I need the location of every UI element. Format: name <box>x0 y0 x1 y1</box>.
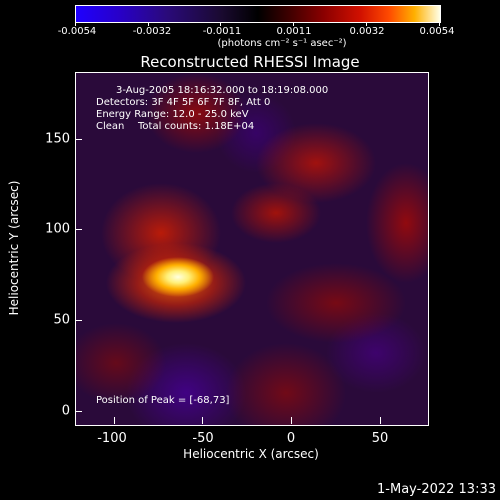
energy-range-text: Energy Range: 12.0 - 25.0 keV <box>96 109 249 120</box>
x-tick-label: -100 <box>97 431 127 446</box>
y-tick-mark <box>76 411 82 412</box>
colorbar-tick-mark <box>148 22 149 26</box>
x-tick-mark <box>291 417 292 424</box>
colorbar-tick-label: 0.0054 <box>419 26 455 37</box>
colorbar-tick-mark <box>75 22 76 26</box>
y-tick-mark <box>76 139 82 140</box>
image-plot: 3-Aug-2005 18:16:32.000 to 18:19:08.000 … <box>75 72 429 426</box>
y-tick-label: 150 <box>45 131 70 147</box>
x-tick-mark <box>202 417 203 424</box>
x-tick-mark <box>380 417 381 424</box>
colorbar-tick-label: 0.0032 <box>349 26 385 37</box>
x-tick-label: -50 <box>192 431 214 446</box>
colorbar-tick-mark <box>439 22 440 26</box>
colorbar-tick-label: -0.0011 <box>202 26 242 37</box>
colorbar-units: (photons cm⁻² s⁻¹ asec⁻²) <box>217 38 347 49</box>
time-range-text: 3-Aug-2005 18:16:32.000 to 18:19:08.000 <box>116 85 329 96</box>
y-tick-label: 0 <box>61 403 70 419</box>
timestamp: 1-May-2022 13:33 <box>377 482 496 497</box>
y-tick-label: 50 <box>53 312 70 328</box>
x-axis-label: Heliocentric X (arcsec) <box>183 447 319 461</box>
colorbar-tick-mark <box>366 22 367 26</box>
algorithm-text: Clean <box>96 121 125 132</box>
colorbar-tick-label: 0.0011 <box>276 26 312 37</box>
y-tick-mark <box>76 229 82 230</box>
x-tick-label: 50 <box>371 431 389 446</box>
y-tick-mark <box>76 320 82 321</box>
x-tick-label: 0 <box>286 431 296 446</box>
colorbar-tick-mark <box>220 22 221 26</box>
colorbar-tick-label: -0.0054 <box>57 26 97 37</box>
colorbar <box>75 5 441 23</box>
total-counts-text: Total counts: 1.18E+04 <box>138 121 255 132</box>
y-tick-label: 100 <box>45 221 70 237</box>
colorbar-tick-mark <box>293 22 294 26</box>
peak-position-text: Position of Peak = [-68,73] <box>96 395 230 406</box>
y-axis-label: Heliocentric Y (arcsec) <box>7 180 21 316</box>
detectors-text: Detectors: 3F 4F 5F 6F 7F 8F, Att 0 <box>96 97 271 108</box>
plot-title: Reconstructed RHESSI Image <box>140 53 360 71</box>
x-tick-mark <box>114 417 115 424</box>
colorbar-tick-label: -0.0032 <box>132 26 172 37</box>
